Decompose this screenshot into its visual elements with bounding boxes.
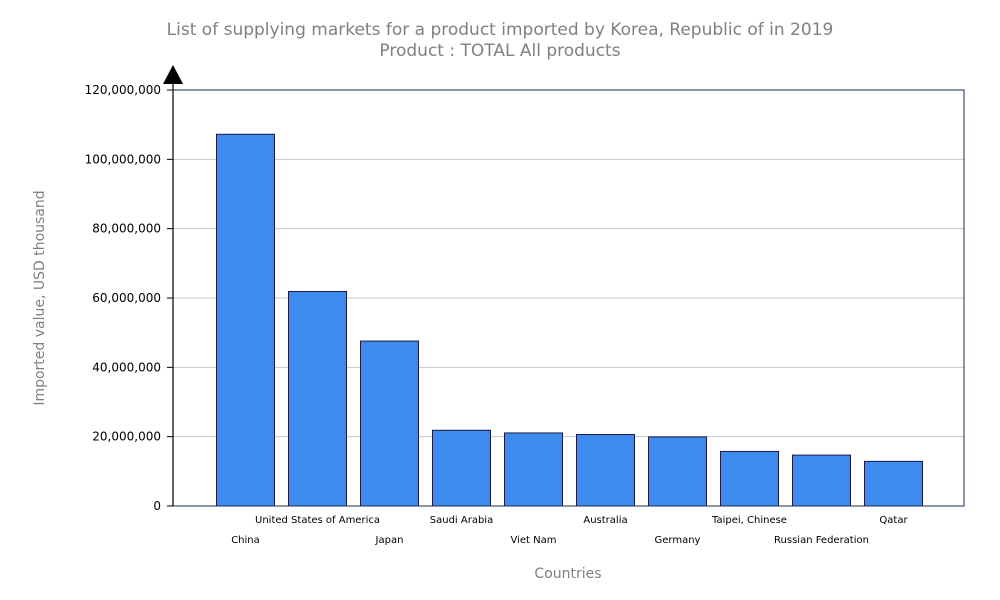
- x-tick-label: Taipei, Chinese: [711, 515, 787, 526]
- y-tick-label: 120,000,000: [85, 83, 161, 97]
- x-tick-label: Australia: [583, 515, 627, 526]
- y-axis-arrow-icon: [163, 65, 183, 84]
- bar: [360, 340, 419, 507]
- x-tick-label: Japan: [375, 535, 404, 546]
- bar: [576, 434, 635, 507]
- y-tick-label: 100,000,000: [85, 152, 161, 166]
- bar: [504, 432, 563, 507]
- y-tick-label: 20,000,000: [92, 430, 161, 444]
- x-tick-label: United States of America: [255, 515, 380, 526]
- bar: [216, 133, 275, 507]
- bar: [648, 436, 707, 507]
- bar: [864, 460, 923, 507]
- y-tick-label: 40,000,000: [92, 360, 161, 374]
- y-tick-label: 80,000,000: [92, 222, 161, 236]
- x-tick-label: Qatar: [879, 515, 908, 526]
- y-tick-label: 0: [153, 499, 161, 513]
- chart-title: List of supplying markets for a product …: [167, 20, 834, 40]
- chart-subtitle: Product : TOTAL All products: [379, 41, 620, 61]
- bar: [792, 454, 851, 507]
- y-axis-ticks: 0 20,000,000 40,000,000 60,000,000 80,000,00…: [85, 83, 173, 513]
- bar: [432, 429, 491, 507]
- bar: [720, 450, 779, 507]
- bars: [216, 133, 923, 507]
- x-tick-label: Saudi Arabia: [430, 515, 493, 526]
- x-tick-label: Viet Nam: [510, 535, 556, 546]
- y-axis-title: Imported value, USD thousand: [32, 190, 48, 405]
- x-tick-label: Russian Federation: [774, 535, 869, 546]
- x-tick-label: Germany: [655, 535, 701, 546]
- x-axis-ticks: China United States of America Japan Saudi …: [231, 515, 908, 546]
- bar: [288, 290, 347, 507]
- x-axis-title: Countries: [534, 566, 601, 582]
- y-tick-label: 60,000,000: [92, 291, 161, 305]
- x-tick-label: China: [231, 535, 260, 546]
